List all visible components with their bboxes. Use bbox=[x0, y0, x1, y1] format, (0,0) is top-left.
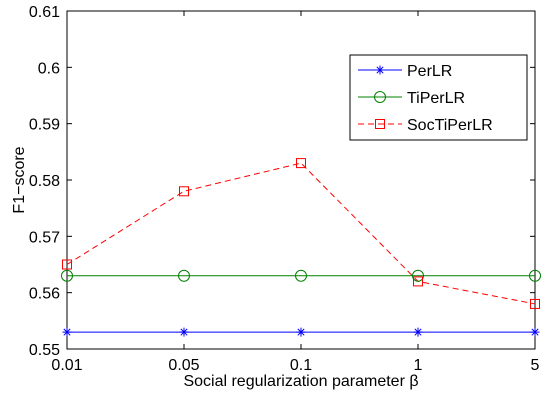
asterisk-stroke bbox=[376, 66, 384, 74]
data-point-perlr bbox=[62, 327, 72, 337]
y-tick-label: 0.59 bbox=[29, 117, 60, 134]
data-point-soctiperlr bbox=[179, 186, 189, 197]
asterisk-stroke bbox=[297, 328, 305, 336]
x-tick-label: 1 bbox=[414, 357, 423, 374]
series-line-soctiperlr bbox=[66, 162, 536, 305]
data-point-tiperlr bbox=[412, 269, 424, 282]
data-point-tiperlr bbox=[61, 269, 73, 282]
asterisk-stroke bbox=[63, 328, 71, 336]
data-point-perlr bbox=[413, 327, 423, 337]
data-point-perlr bbox=[296, 327, 306, 337]
data-point-perlr bbox=[179, 327, 189, 337]
asterisk-stroke bbox=[531, 328, 539, 336]
legend-label-soctiperlr: SocTiPerLR bbox=[407, 117, 493, 134]
data-point-soctiperlr bbox=[62, 259, 72, 270]
legend-marker-perlr bbox=[375, 65, 385, 75]
x-tick-label: 0.01 bbox=[51, 357, 82, 374]
asterisk-stroke bbox=[414, 328, 422, 336]
y-tick-label: 0.55 bbox=[29, 342, 60, 359]
x-tick-label: 0.1 bbox=[290, 357, 312, 374]
y-tick-label: 0.6 bbox=[38, 60, 60, 77]
y-tick-label: 0.57 bbox=[29, 229, 60, 246]
x-tick-label: 0.05 bbox=[168, 357, 199, 374]
y-tick-label: 0.56 bbox=[29, 286, 60, 303]
legend-label-tiperlr: TiPerLR bbox=[407, 90, 465, 107]
data-point-perlr bbox=[530, 327, 540, 337]
data-point-tiperlr bbox=[295, 269, 307, 282]
y-tick-label: 0.58 bbox=[29, 173, 60, 190]
legend-label-perlr: PerLR bbox=[407, 63, 452, 80]
data-point-soctiperlr bbox=[530, 298, 540, 309]
y-axis-label: F1−score bbox=[11, 146, 28, 213]
legend-marker-tiperlr bbox=[374, 91, 386, 103]
data-point-soctiperlr bbox=[296, 158, 306, 169]
data-point-tiperlr bbox=[178, 269, 190, 282]
asterisk-stroke bbox=[180, 328, 188, 336]
legend-marker-soctiperlr bbox=[375, 119, 385, 129]
legend: PerLR TiPerLR SocTiPerLR bbox=[349, 54, 528, 141]
data-point-soctiperlr bbox=[413, 276, 423, 287]
y-tick-label: 0.61 bbox=[29, 4, 60, 21]
x-tick-label: 5 bbox=[531, 357, 540, 374]
x-axis-label: Social regularization parameter β bbox=[183, 373, 418, 390]
